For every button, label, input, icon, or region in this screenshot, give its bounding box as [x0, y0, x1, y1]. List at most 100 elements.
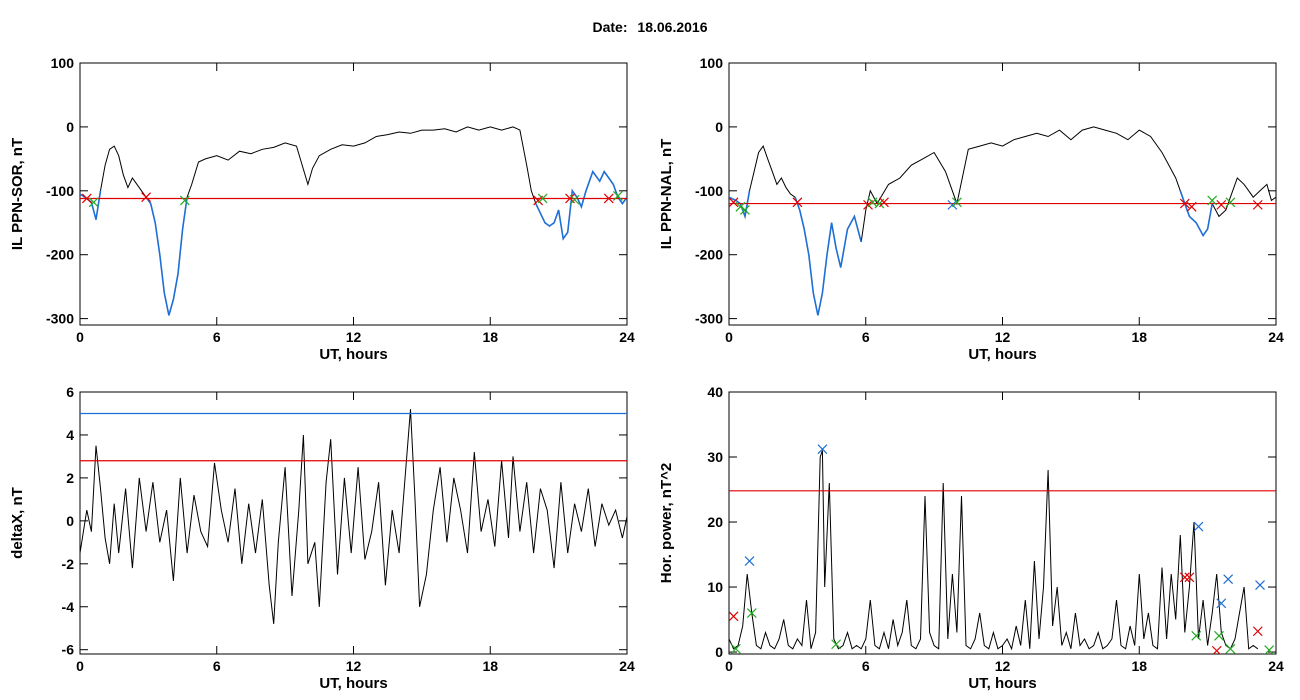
chart-1-substorm-segment-2 — [1179, 190, 1213, 238]
date-value: 18.06.2016 — [637, 19, 708, 35]
chart-0-event-marker-7-b — [569, 194, 580, 205]
chart-3-event-marker-7-b — [1184, 572, 1195, 583]
chart-1-substorm-segment-1 — [794, 196, 862, 316]
chart-2-xtick-label-1: 6 — [213, 658, 221, 674]
chart-3-series-line — [729, 450, 1259, 651]
chart-3-event-marker-10 — [1211, 645, 1222, 654]
chart-3-event-marker-16 — [1255, 580, 1265, 591]
chart-1-event-marker-15-b — [1252, 199, 1263, 210]
chart-0-xtick-label-3: 18 — [482, 329, 498, 345]
chart-1-event-marker-1 — [735, 201, 746, 212]
chart-0-xtick-label-2: 12 — [346, 329, 362, 345]
chart-3-event-marker-17 — [1264, 645, 1275, 654]
chart-3-event-marker-17-b — [1264, 645, 1275, 654]
chart-3-event-marker-1-b — [730, 643, 741, 654]
chart-3-event-marker-12-b — [1216, 598, 1227, 609]
chart-3-xtick-label-0: 0 — [725, 658, 733, 674]
chart-0-event-marker-5-b — [537, 193, 548, 204]
chart-3-event-marker-11 — [1214, 630, 1224, 641]
chart-3-event-marker-0 — [729, 611, 739, 622]
chart-3-ytick-label-4: 40 — [707, 384, 723, 400]
chart-0-plot-area — [80, 126, 627, 316]
chart-3-event-marker-14-b — [1225, 643, 1236, 654]
chart-3-xtick-label-2: 12 — [995, 658, 1011, 674]
chart-1-event-marker-7-b — [879, 197, 889, 208]
chart-1-event-marker-9-b — [951, 197, 962, 208]
panel-il-ppn-sor: 0 6 12 18 24 -300 -200 -100 0 100 UT, hours IL PPN-… — [9, 55, 635, 363]
page-title: Date: 18.06.2016 — [0, 19, 1300, 35]
chart-2-ytick-label-0: -6 — [62, 642, 75, 658]
chart-0-ytick-label-3: 0 — [66, 119, 74, 135]
chart-0-substorm-segment-2 — [535, 169, 627, 241]
chart-1-event-marker-10-b — [1179, 198, 1190, 209]
chart-3-event-marker-14 — [1225, 643, 1236, 654]
chart-0-xtick-label-0: 0 — [76, 329, 84, 345]
chart-1-event-marker-14-b — [1225, 197, 1236, 208]
panel-hor-power: 0 6 12 18 24 0 10 20 30 40 UT, hours Hor. power, nT… — [658, 384, 1284, 692]
chart-1-event-marker-3-b — [792, 197, 803, 208]
chart-1-ylabel: IL PPN-NAL, nT — [658, 139, 675, 250]
chart-3-event-marker-6 — [1179, 572, 1190, 583]
chart-0-event-marker-5 — [537, 193, 548, 204]
chart-2-ytick-label-4: 2 — [66, 470, 74, 486]
chart-0-event-marker-0-b — [81, 193, 92, 204]
chart-1-event-marker-9 — [951, 197, 962, 208]
chart-0-ytick-label-0: -300 — [46, 311, 74, 327]
chart-3-event-marker-12 — [1216, 598, 1227, 609]
chart-0-ytick-label-2: -100 — [46, 183, 74, 199]
chart-1-event-marker-3 — [792, 197, 803, 208]
chart-3-event-marker-15 — [1252, 626, 1263, 637]
chart-2-plot-area — [80, 409, 627, 624]
chart-1-ytick-label-3: 0 — [715, 119, 723, 135]
chart-0-event-marker-3-b — [179, 195, 190, 206]
chart-3-ytick-label-3: 30 — [707, 449, 723, 465]
chart-3-event-marker-4-b — [817, 444, 828, 455]
chart-2-series-line — [80, 409, 627, 624]
chart-3-ytick-label-0: 0 — [715, 644, 723, 660]
chart-1-event-marker-14 — [1225, 197, 1236, 208]
chart-0-event-marker-0 — [81, 193, 92, 204]
chart-1-event-marker-8-b — [947, 199, 958, 210]
chart-2-xtick-label-0: 0 — [76, 658, 84, 674]
chart-2-ylabel: deltaX, nT — [9, 487, 26, 559]
chart-0-frame — [79, 62, 628, 326]
chart-1-event-marker-11-b — [1186, 201, 1197, 212]
chart-2-ytick-label-6: 6 — [66, 384, 74, 400]
chart-0-event-marker-9-b — [612, 190, 623, 201]
chart-1-event-marker-12 — [1207, 195, 1218, 206]
chart-0-event-marker-8 — [603, 193, 614, 204]
panel-il-ppn-nal: 0 6 12 18 24 -300 -200 -100 0 100 UT, hours IL PPN-… — [658, 55, 1284, 363]
chart-1-xtick-label-1: 6 — [862, 329, 870, 345]
chart-1-event-marker-7 — [879, 197, 889, 208]
chart-1-xlabel: UT, hours — [968, 346, 1036, 363]
chart-0-xlabel: UT, hours — [319, 346, 387, 363]
chart-3-event-marker-11-b — [1214, 630, 1224, 641]
chart-3-event-marker-13 — [1223, 574, 1234, 585]
chart-1-event-marker-13-b — [1216, 199, 1227, 210]
chart-1-xtick-label-0: 0 — [725, 329, 733, 345]
chart-0-event-marker-8-b — [603, 193, 614, 204]
chart-3-event-marker-7 — [1184, 572, 1195, 583]
chart-1-event-marker-2 — [740, 205, 750, 215]
chart-0-event-marker-1 — [88, 197, 99, 208]
chart-2-xtick-label-3: 18 — [482, 658, 498, 674]
chart-3-xlabel: UT, hours — [968, 675, 1036, 692]
chart-1-xtick-label-3: 18 — [1131, 329, 1147, 345]
chart-3-event-marker-16-b — [1255, 580, 1265, 591]
chart-0-event-marker-6-b — [565, 193, 575, 204]
chart-1-xtick-label-4: 24 — [1268, 329, 1284, 345]
chart-1-event-marker-8 — [947, 199, 958, 210]
chart-0-event-marker-3 — [179, 195, 190, 206]
chart-2-ytick-label-5: 4 — [66, 427, 74, 443]
chart-2-ytick-label-2: -2 — [62, 556, 75, 572]
chart-1-event-marker-0-b — [729, 197, 739, 208]
chart-2-xtick-label-2: 12 — [346, 658, 362, 674]
chart-2-xlabel: UT, hours — [319, 675, 387, 692]
date-label: Date: — [592, 19, 628, 35]
chart-1-event-marker-11 — [1186, 201, 1197, 212]
chart-0-xtick-label-4: 24 — [619, 329, 635, 345]
chart-3-event-marker-2-b — [744, 556, 755, 566]
chart-1-ytick-label-1: -200 — [695, 247, 723, 263]
chart-3-event-marker-5 — [831, 639, 842, 650]
chart-3-event-marker-6-b — [1179, 572, 1190, 583]
